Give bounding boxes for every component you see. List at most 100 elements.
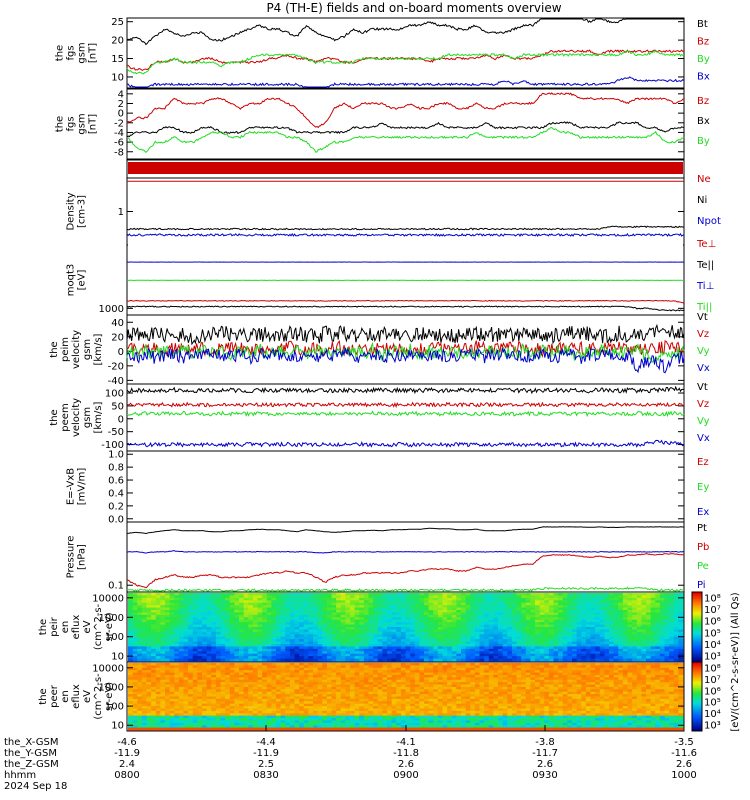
heatmap-cell bbox=[289, 602, 295, 606]
heatmap-cell bbox=[424, 670, 430, 673]
heatmap-cell bbox=[636, 656, 642, 659]
heatmap-cell bbox=[266, 597, 272, 601]
heatmap-cell bbox=[590, 610, 596, 613]
heatmap-cell bbox=[498, 617, 504, 621]
heatmap-cell bbox=[646, 602, 652, 606]
heatmap-cell bbox=[530, 672, 536, 676]
heatmap-cell bbox=[428, 665, 434, 669]
heatmap-cell bbox=[521, 656, 527, 659]
heatmap-cell bbox=[345, 674, 351, 678]
heatmap-cell bbox=[535, 636, 541, 640]
heatmap-cell bbox=[340, 677, 346, 681]
heatmap-cell bbox=[465, 602, 471, 606]
heatmap-cell bbox=[262, 639, 268, 642]
heatmap-cell bbox=[183, 617, 189, 621]
heatmap-cell bbox=[132, 663, 138, 666]
heatmap-cell bbox=[498, 674, 504, 678]
heatmap-cell bbox=[322, 670, 328, 673]
heatmap-cell bbox=[322, 672, 328, 676]
heatmap-cell bbox=[521, 665, 527, 669]
heatmap-cell bbox=[377, 679, 383, 683]
heatmap-cell bbox=[373, 686, 379, 690]
heatmap-cell bbox=[206, 667, 212, 671]
heatmap-cell bbox=[151, 665, 157, 669]
heatmap-cell bbox=[451, 672, 457, 676]
heatmap-cell bbox=[613, 622, 619, 625]
heatmap-cell bbox=[289, 617, 295, 621]
heatmap-cell bbox=[669, 627, 675, 630]
heatmap-cell bbox=[252, 679, 258, 683]
heatmap-cell bbox=[322, 624, 328, 628]
heatmap-cell bbox=[622, 651, 628, 655]
heatmap-cell bbox=[308, 651, 314, 655]
series-line-Pt bbox=[126, 526, 685, 535]
heatmap-cell bbox=[405, 641, 411, 645]
heatmap-cell bbox=[155, 619, 161, 623]
heatmap-cell bbox=[322, 644, 328, 647]
heatmap-cell bbox=[234, 593, 240, 596]
heatmap-cell bbox=[461, 641, 467, 645]
heatmap-cell bbox=[262, 644, 268, 647]
heatmap-cell bbox=[502, 605, 508, 608]
heatmap-cell bbox=[192, 646, 198, 650]
heatmap-cell bbox=[400, 614, 406, 618]
heatmap-cell bbox=[599, 617, 605, 621]
heatmap-cell bbox=[197, 617, 203, 621]
heatmap-cell bbox=[622, 605, 628, 608]
heatmap-cell bbox=[539, 612, 545, 616]
heatmap-cell bbox=[530, 653, 536, 657]
heatmap-cell bbox=[405, 658, 411, 662]
heatmap-cell bbox=[160, 612, 166, 616]
heatmap-cell bbox=[165, 663, 171, 666]
heatmap-cell bbox=[285, 648, 291, 652]
heatmap-cell bbox=[451, 617, 457, 621]
heatmap-cell bbox=[502, 656, 508, 659]
heatmap-cell bbox=[414, 600, 420, 604]
heatmap-cell bbox=[433, 614, 439, 618]
heatmap-cell bbox=[285, 672, 291, 676]
heatmap-cell bbox=[405, 667, 411, 671]
heatmap-cell bbox=[396, 644, 402, 647]
heatmap-cell bbox=[363, 684, 369, 688]
heatmap-cell bbox=[437, 656, 443, 659]
heatmap-cell bbox=[562, 667, 568, 671]
heatmap-cell bbox=[627, 622, 633, 625]
heatmap-cell bbox=[368, 597, 374, 601]
heatmap-cell bbox=[576, 627, 582, 630]
heatmap-cell bbox=[252, 617, 258, 621]
heatmap-cell bbox=[280, 677, 286, 681]
heatmap-cell bbox=[326, 607, 332, 611]
heatmap-cell bbox=[465, 686, 471, 690]
heatmap-cell bbox=[595, 656, 601, 659]
heatmap-cell bbox=[451, 663, 457, 666]
heatmap-cell bbox=[632, 686, 638, 690]
heatmap-cell bbox=[280, 651, 286, 655]
heatmap-cell bbox=[229, 593, 235, 596]
heatmap-cell bbox=[558, 595, 564, 599]
heatmap-cell bbox=[248, 651, 254, 655]
heatmap-cell bbox=[160, 617, 166, 621]
heatmap-cell bbox=[562, 624, 568, 628]
heatmap-cell bbox=[664, 612, 670, 616]
heatmap-cell bbox=[609, 658, 615, 662]
heatmap-cell bbox=[673, 627, 679, 630]
heatmap-cell bbox=[424, 653, 430, 657]
heatmap-cell bbox=[340, 670, 346, 673]
heatmap-cell bbox=[484, 686, 490, 690]
heatmap-cell bbox=[165, 679, 171, 683]
heatmap-cell bbox=[669, 674, 675, 678]
heatmap-cell bbox=[243, 600, 249, 604]
heatmap-cell bbox=[502, 593, 508, 596]
heatmap-cell bbox=[433, 686, 439, 690]
heatmap-cell bbox=[276, 624, 282, 628]
heatmap-cell bbox=[169, 653, 175, 657]
heatmap-cell bbox=[280, 619, 286, 623]
legend-Te⊥: Te⊥ bbox=[696, 239, 716, 250]
heatmap-cell bbox=[618, 597, 624, 601]
heatmap-cell bbox=[266, 677, 272, 681]
heatmap-cell bbox=[433, 605, 439, 608]
heatmap-cell bbox=[447, 653, 453, 657]
heatmap-cell bbox=[562, 656, 568, 659]
heatmap-cell bbox=[535, 653, 541, 657]
